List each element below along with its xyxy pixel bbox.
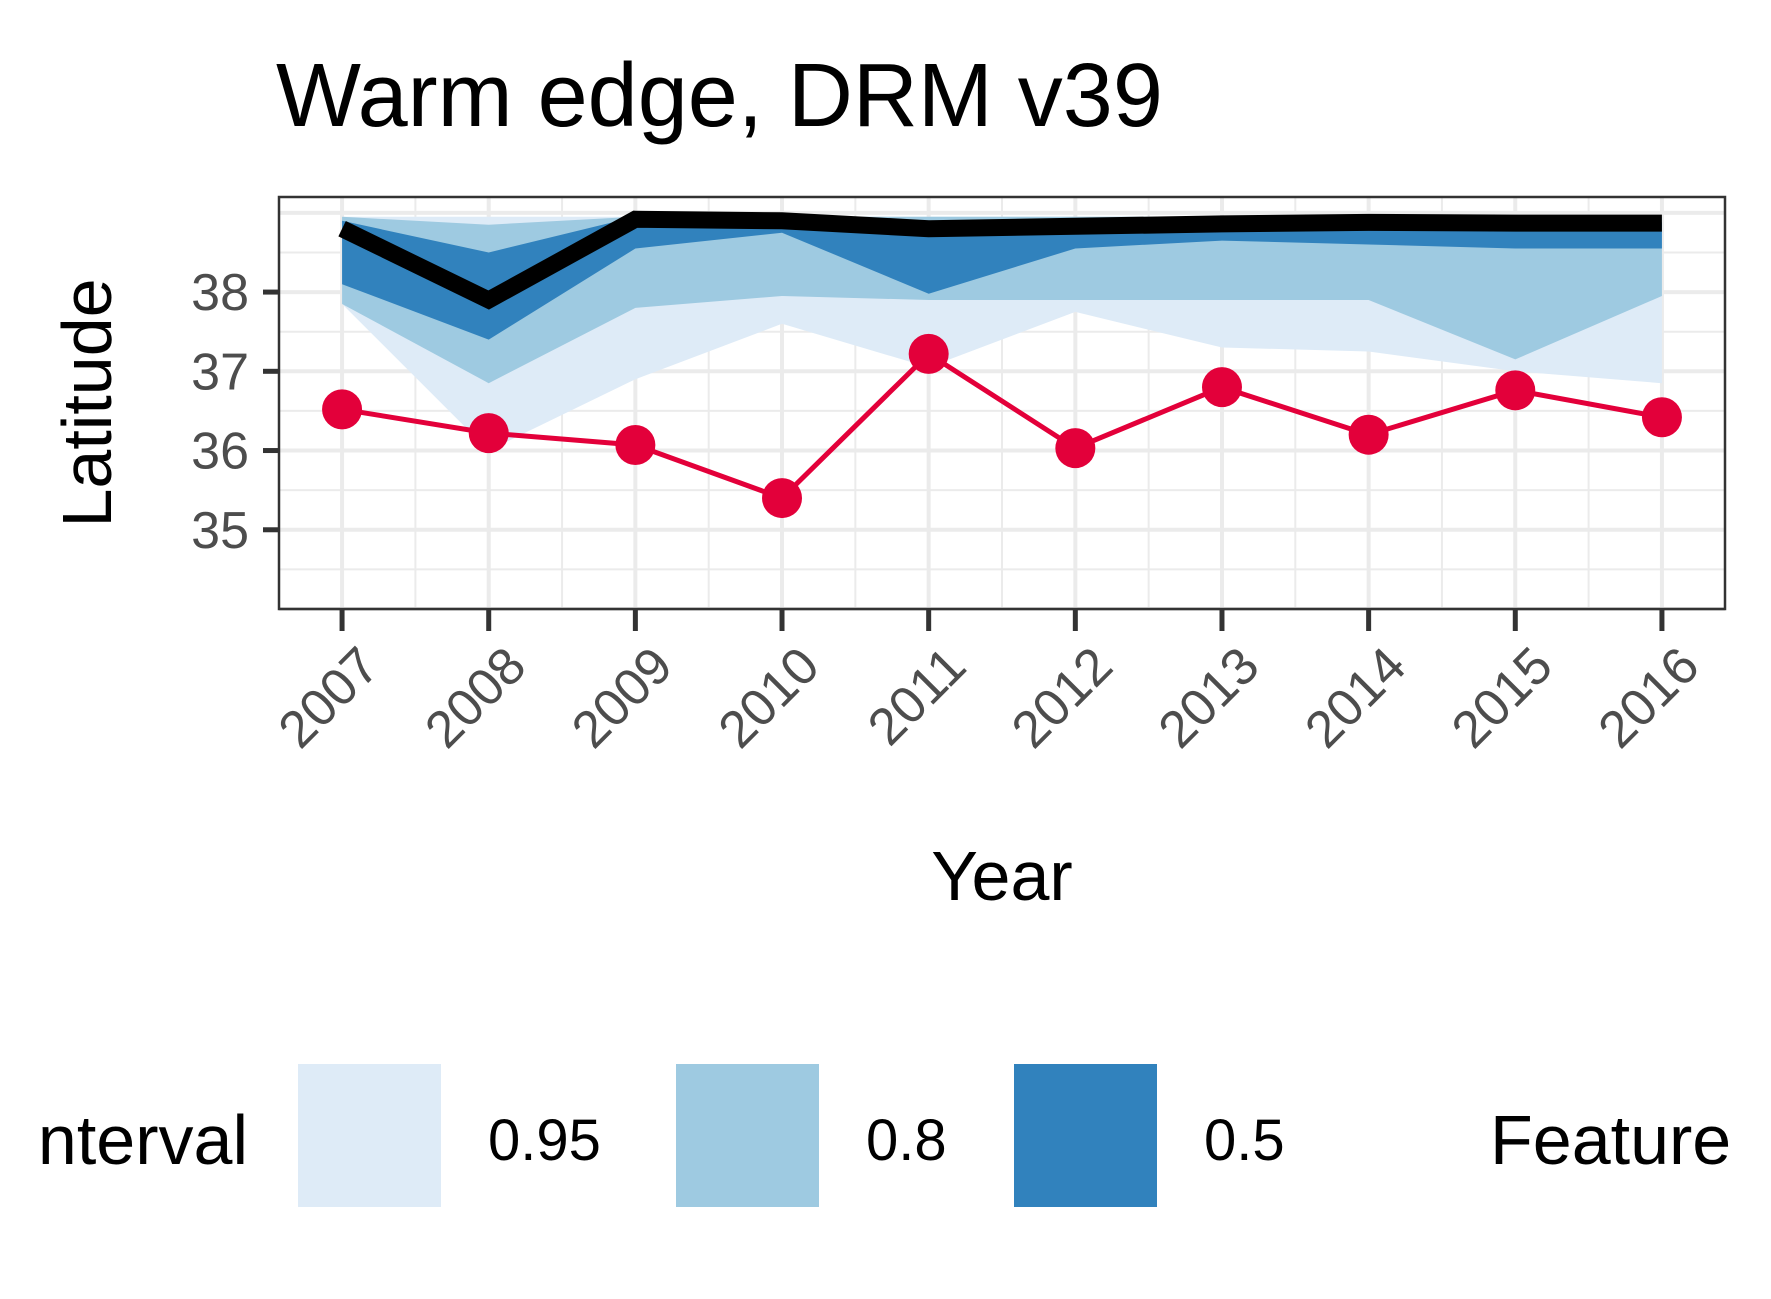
data-point-2012 <box>1055 428 1096 469</box>
x-tick-label: 2008 <box>414 636 537 759</box>
chart-title: Warm edge, DRM v39 <box>276 46 1163 146</box>
x-tick-label: 2011 <box>857 636 977 756</box>
legend-label-0-5: 0.5 <box>1204 1108 1285 1173</box>
y-tick-label: 38 <box>191 264 249 322</box>
y-tick-label: 36 <box>191 423 249 481</box>
legend-label-0-8: 0.8 <box>866 1108 947 1173</box>
legend-label-0-95: 0.95 <box>488 1108 601 1173</box>
x-tick-label: 2010 <box>708 636 831 759</box>
legend-title-interval: nterval <box>38 1101 248 1179</box>
x-tick-label: 2015 <box>1441 636 1564 759</box>
data-point-2011 <box>908 333 949 374</box>
data-point-2007 <box>322 389 363 430</box>
y-axis-title: Latitude <box>48 278 126 527</box>
y-tick-label: 35 <box>191 502 249 560</box>
ribbon-0-8 <box>342 216 1662 384</box>
legend-title-feature: Feature <box>1490 1101 1731 1179</box>
data-point-2009 <box>615 424 656 465</box>
x-axis: 2007 2008 2009 2010 2011 2012 2013 2014 2015 2016 <box>268 609 1711 759</box>
x-tick-label: 2016 <box>1588 636 1711 759</box>
series-line-black <box>338 210 1662 310</box>
data-point-2014 <box>1348 414 1389 455</box>
x-tick-label: 2013 <box>1148 636 1271 759</box>
x-tick-label: 2009 <box>561 636 684 759</box>
legend-items: 0.95 0.8 0.5 <box>298 1064 1285 1207</box>
legend-key-0-8 <box>676 1064 819 1207</box>
x-tick-label: 2007 <box>268 636 391 759</box>
series-lines <box>338 210 1663 501</box>
y-axis: 35 36 37 38 <box>191 264 279 560</box>
y-tick-label: 37 <box>191 343 249 401</box>
panel-border <box>277 195 1727 611</box>
legend-key-0-5 <box>1014 1064 1157 1207</box>
data-point-2010 <box>762 478 803 519</box>
series-line-red <box>341 350 1663 501</box>
x-tick-label: 2012 <box>1001 636 1124 759</box>
legend: nterval 0.95 0.8 0.5 Feature <box>38 1064 1731 1207</box>
x-axis-title: Year <box>931 837 1072 915</box>
data-point-2013 <box>1201 367 1242 408</box>
series-points <box>322 333 1682 519</box>
x-tick-label: 2014 <box>1294 636 1417 759</box>
data-point-2008 <box>468 413 509 454</box>
data-point-2015 <box>1495 370 1536 411</box>
plot-area <box>277 195 1727 611</box>
data-point-2016 <box>1641 397 1682 438</box>
legend-key-0-95 <box>298 1064 441 1207</box>
